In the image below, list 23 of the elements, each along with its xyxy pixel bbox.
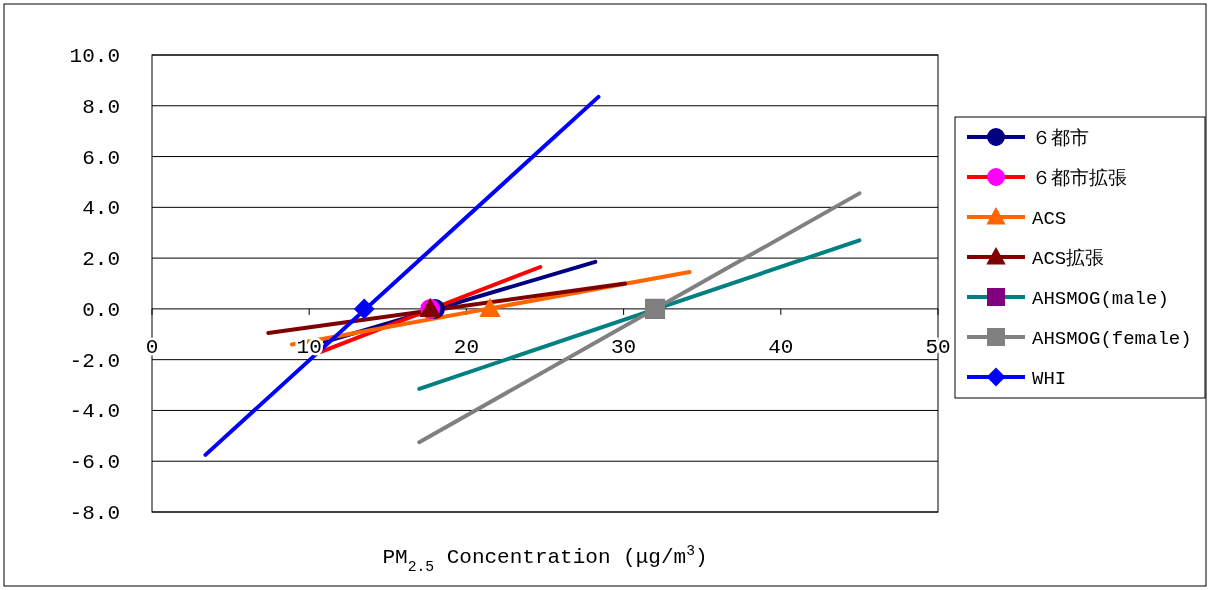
y-tick-label: 0.0 (82, 298, 120, 322)
x-tick-label: 30 (610, 335, 637, 359)
legend-label: AHSMOG(female) (1032, 328, 1192, 350)
x-tick-label: 20 (453, 335, 480, 359)
x-tick-label: 0 (145, 335, 159, 359)
legend-label: ACS (1032, 208, 1067, 230)
y-tick-label: 2.0 (82, 248, 120, 272)
y-tick-label: -8.0 (69, 502, 120, 525)
y-tick-label: -4.0 (69, 400, 120, 424)
y-tick-label: -6.0 (69, 451, 120, 475)
legend-label: ６都市 (1032, 127, 1089, 150)
legend-label: ６都市拡張 (1032, 167, 1127, 190)
y-tick-label: 8.0 (82, 95, 120, 119)
legend-label: WHI (1032, 368, 1067, 390)
y-tick-label: -2.0 (69, 349, 120, 373)
legend-label: ACS拡張 (1032, 248, 1105, 270)
x-tick-label: 50 (925, 335, 951, 359)
x-axis-title: PM$_{2.5}$ Concentration (μg/m$^{3}$) (382, 543, 708, 575)
y-tick-label: 4.0 (82, 197, 120, 221)
legend-label: AHSMOG(male) (1032, 288, 1169, 310)
y-tick-label: 6.0 (82, 146, 120, 170)
x-tick-label: 40 (768, 335, 794, 359)
y-tick-label: 10.0 (69, 45, 120, 68)
